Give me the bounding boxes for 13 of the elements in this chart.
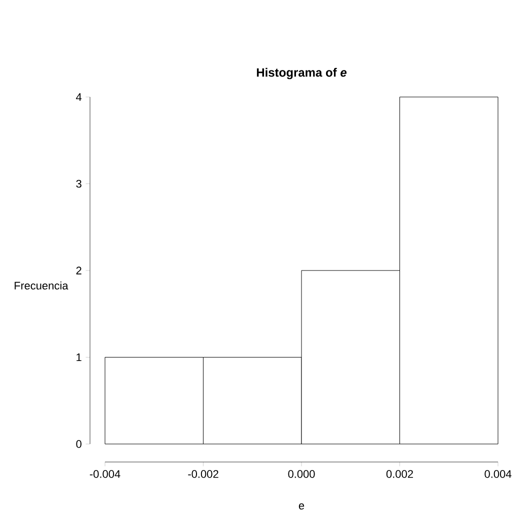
y-tick-label: 1 xyxy=(76,353,82,361)
x-tick-label: 0.004 xyxy=(484,470,512,478)
y-tick-label: 0 xyxy=(76,440,82,448)
chart-title: Histograma of e xyxy=(256,68,347,80)
y-axis-title: Frecuencia xyxy=(14,281,68,290)
y-tick-label: 3 xyxy=(76,180,82,188)
x-tick-label: 0.002 xyxy=(386,470,413,478)
x-tick-label: -0.002 xyxy=(188,470,218,478)
x-tick-label: 0.000 xyxy=(288,470,315,478)
y-tick-label: 2 xyxy=(76,266,82,274)
y-tick-label: 4 xyxy=(76,93,82,101)
x-tick-label: -0.004 xyxy=(90,470,120,478)
x-axis-title: e xyxy=(298,503,304,510)
